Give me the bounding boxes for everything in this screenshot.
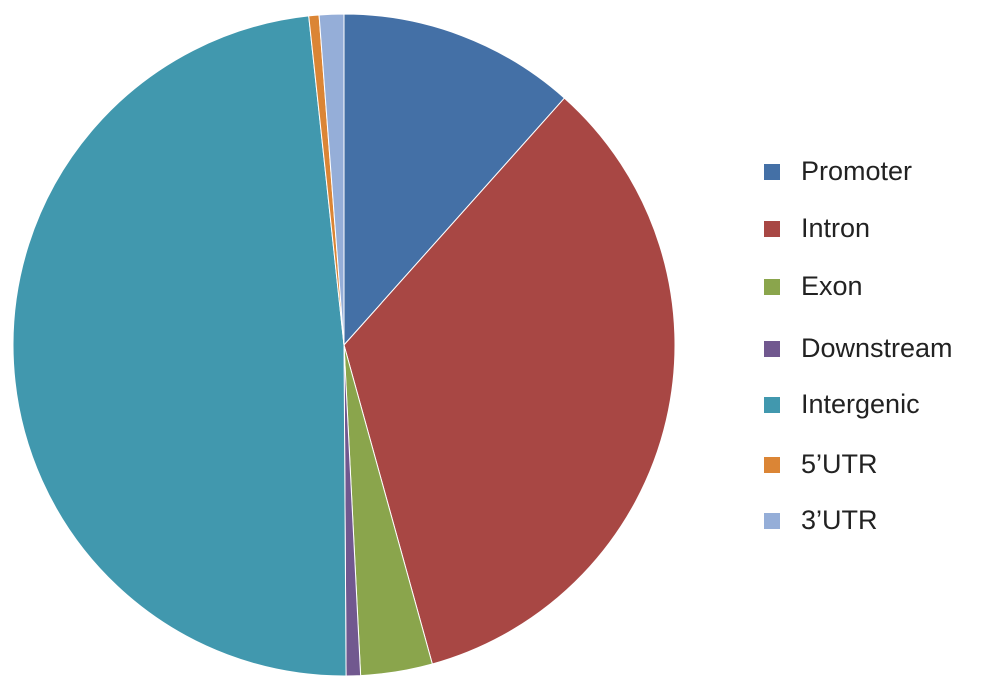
legend-swatch: [764, 164, 780, 180]
legend-label: Exon: [801, 271, 863, 301]
legend-label: Downstream: [801, 333, 953, 363]
legend-swatch: [764, 221, 780, 237]
legend-swatch: [764, 457, 780, 473]
legend-label: Intron: [801, 213, 870, 243]
legend-swatch: [764, 279, 780, 295]
pie-slice: [12, 15, 347, 677]
legend-label: 5’UTR: [801, 449, 878, 479]
pie-slice: [343, 97, 676, 665]
legend-swatch: [764, 341, 780, 357]
legend-label: 3’UTR: [801, 505, 878, 535]
legend-swatch: [764, 397, 780, 413]
legend-label: Intergenic: [801, 389, 920, 419]
legend-label: Promoter: [801, 156, 912, 186]
legend-swatch: [764, 513, 780, 529]
pie-slice: [318, 13, 345, 346]
pie-slice: [343, 13, 566, 347]
